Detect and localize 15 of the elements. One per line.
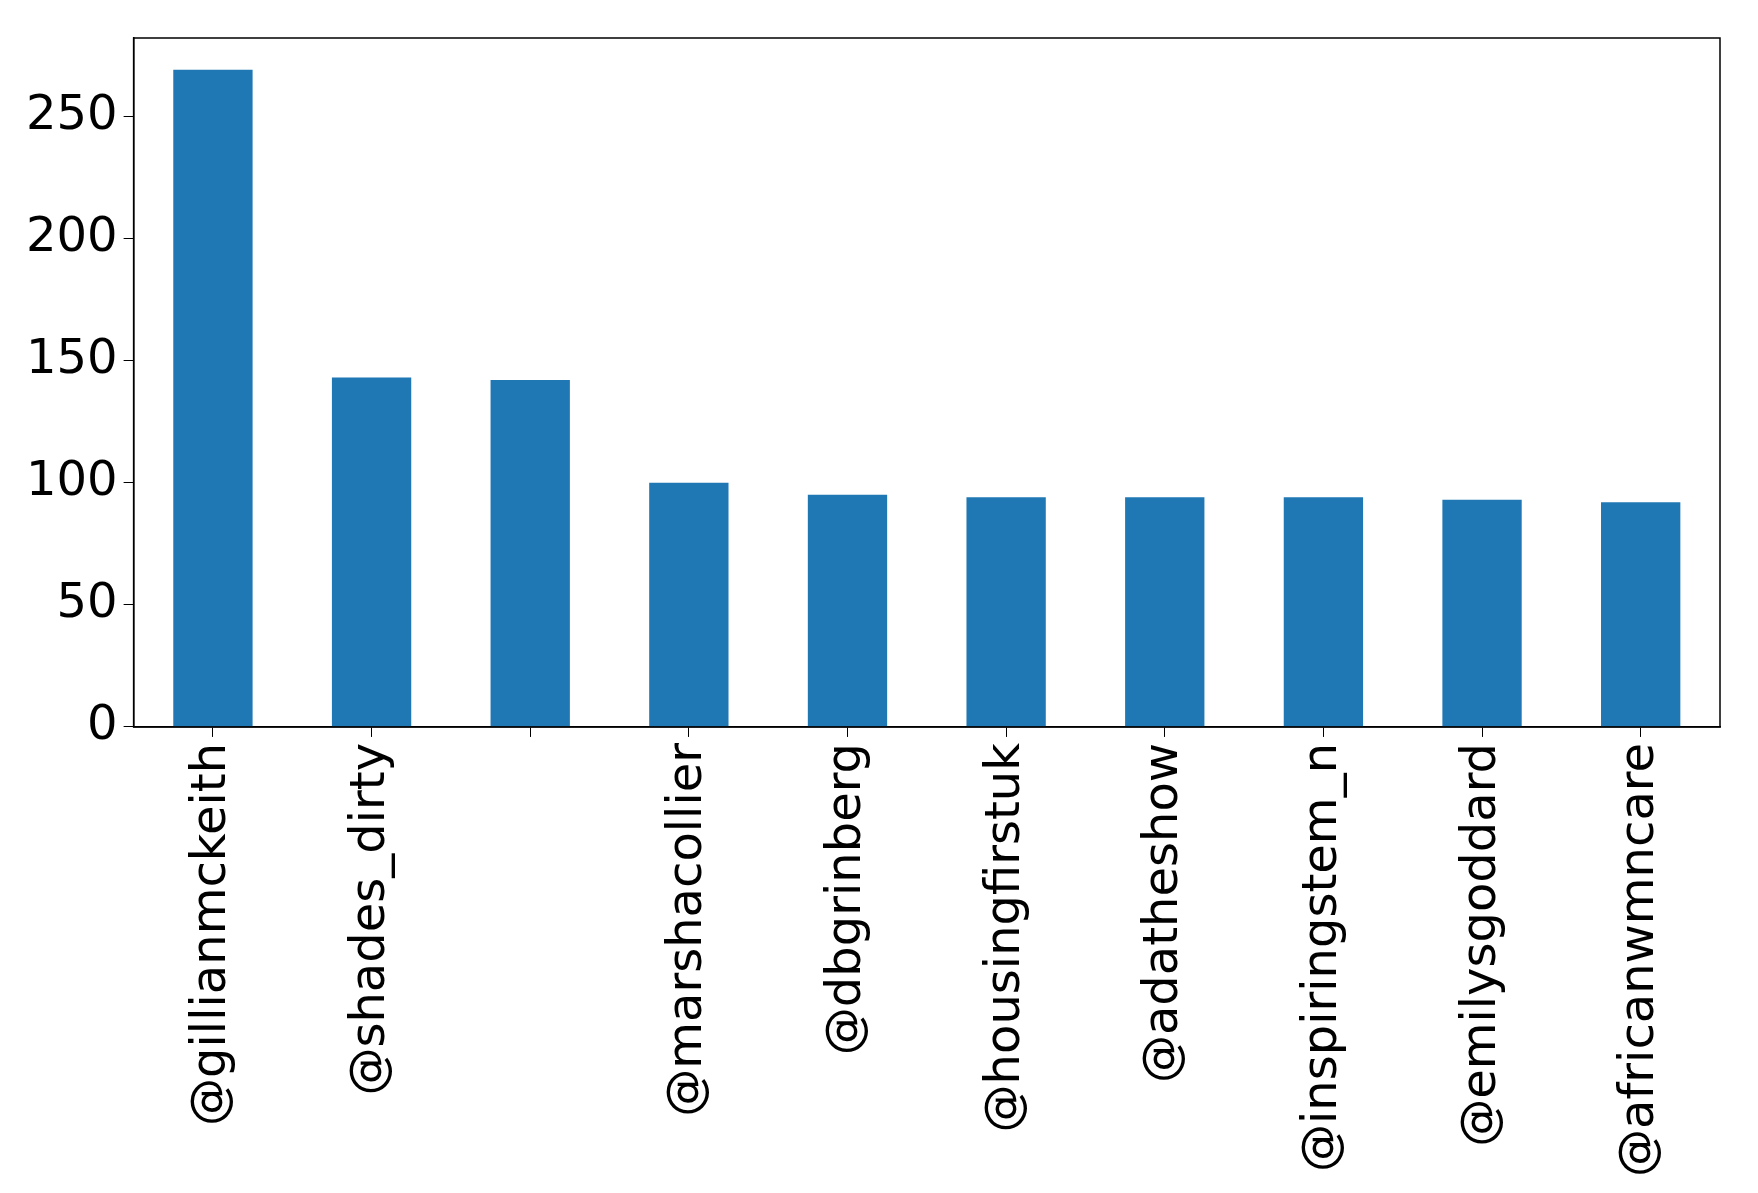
x-tick-label: @gillianmckeith bbox=[180, 742, 237, 1126]
x-tick-label: @adatheshow bbox=[1132, 742, 1189, 1084]
y-tick-label: 50 bbox=[56, 572, 118, 629]
y-tick-label: 250 bbox=[25, 83, 118, 140]
y-tick-label: 150 bbox=[25, 327, 118, 384]
x-tick-label: @inspiringstem_n bbox=[1290, 742, 1347, 1173]
x-tick-label: @dbgrinberg bbox=[814, 742, 871, 1056]
x-tick-label: @marshacollier bbox=[656, 742, 713, 1117]
y-tick-label: 100 bbox=[25, 450, 118, 507]
x-tick-label: @housingfirstuk bbox=[973, 742, 1030, 1133]
x-tick-label: @emilysgoddard bbox=[1449, 742, 1506, 1147]
y-tick-label: 200 bbox=[25, 205, 118, 262]
y-tick-label: 0 bbox=[87, 694, 118, 751]
x-tick-label: @africanwmncare bbox=[1608, 742, 1665, 1177]
x-tick-label: @shades_dirty bbox=[339, 742, 396, 1096]
